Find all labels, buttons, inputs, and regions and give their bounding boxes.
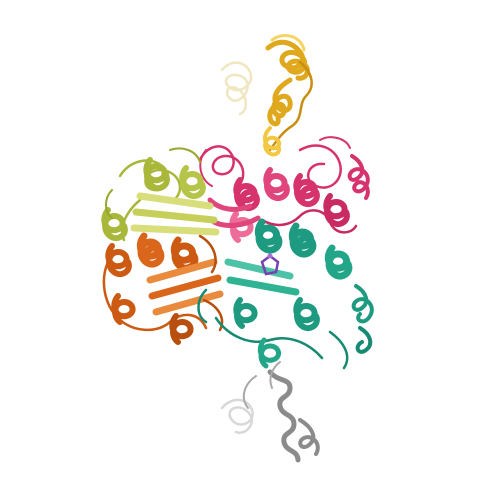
ligand bbox=[260, 253, 280, 276]
crimson-helix-c bbox=[293, 173, 320, 208]
orange-sheet-2 bbox=[148, 274, 222, 300]
crimson-strand bbox=[207, 197, 261, 228]
orange-sheet-3 bbox=[152, 290, 224, 316]
olive-helix-b bbox=[179, 165, 206, 200]
teal-helix-a bbox=[254, 218, 283, 254]
crimson-loop-3 bbox=[260, 209, 358, 234]
orange-helix-e bbox=[169, 313, 194, 345]
crimson-loop-2 bbox=[298, 144, 342, 189]
chain-olive bbox=[101, 147, 220, 242]
teal-helix-d bbox=[233, 297, 258, 329]
orange-sheet-1 bbox=[146, 258, 218, 284]
crimson-helix-right bbox=[347, 154, 370, 200]
crimson-helix-d bbox=[323, 193, 350, 228]
orange-helix-b bbox=[136, 232, 165, 268]
teal-loops bbox=[197, 288, 349, 370]
crimson-helix-b bbox=[263, 167, 290, 202]
gold-loop-right bbox=[268, 60, 313, 152]
olive-loop-2 bbox=[105, 147, 201, 219]
chain-gold bbox=[220, 34, 313, 157]
gray-helix-right bbox=[298, 418, 320, 456]
teal-sheet-1 bbox=[224, 258, 294, 280]
orange-helix-d bbox=[111, 293, 136, 325]
olive-sheet-1 bbox=[136, 192, 214, 210]
teal-helix-e bbox=[293, 297, 320, 332]
teal-helix-lower bbox=[257, 337, 281, 369]
olive-sheet-2 bbox=[132, 208, 218, 224]
teal-helix-b bbox=[288, 222, 317, 258]
teal-helix-right bbox=[351, 284, 374, 324]
gray-loop-2 bbox=[242, 361, 281, 409]
chain-orange bbox=[102, 232, 224, 345]
teal-helix-far-right bbox=[355, 326, 373, 354]
gold-loop bbox=[220, 61, 253, 116]
gold-helix-mid bbox=[263, 126, 281, 157]
ligand-atom bbox=[267, 253, 273, 259]
gray-helix-descend bbox=[267, 369, 301, 463]
chain-teal bbox=[197, 218, 374, 370]
orange-helix-a bbox=[105, 243, 132, 278]
chain-crimson bbox=[198, 136, 370, 243]
crimson-loop-4 bbox=[199, 136, 351, 187]
orange-loop-inner bbox=[198, 234, 224, 332]
teal-helix-c bbox=[324, 244, 353, 280]
crimson-loop-1 bbox=[198, 145, 245, 186]
gold-ribbon-highlight bbox=[270, 34, 306, 52]
orange-outer-loop bbox=[102, 260, 208, 331]
crimson-helix-a bbox=[233, 177, 260, 212]
gold-helix-descend bbox=[267, 77, 293, 127]
olive-sheet-3 bbox=[130, 224, 220, 236]
olive-helix-a bbox=[143, 157, 170, 192]
chain-gray bbox=[220, 361, 320, 463]
olive-helix-c bbox=[101, 207, 128, 242]
teal-sheet-2 bbox=[226, 276, 300, 296]
